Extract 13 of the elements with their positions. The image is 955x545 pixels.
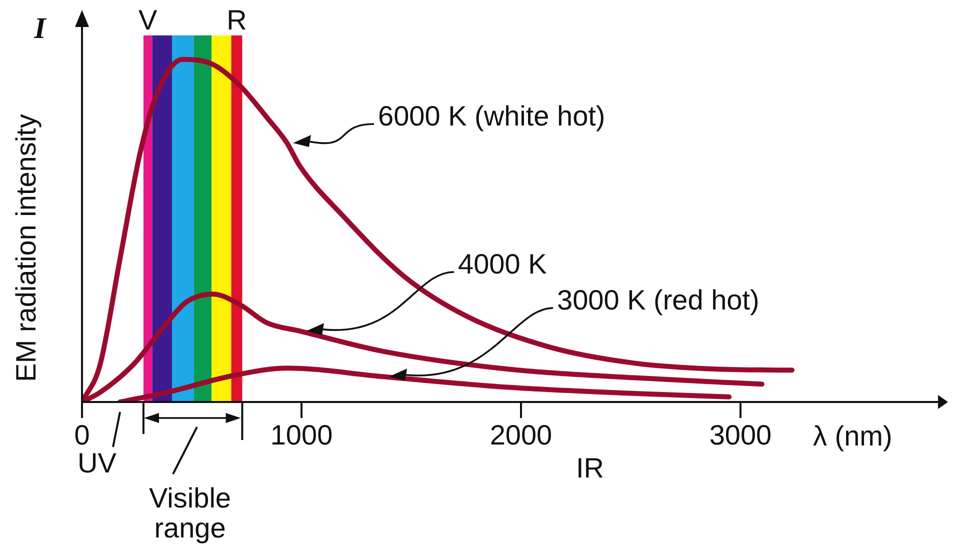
text: 3000 K (red hot) [557, 284, 760, 316]
text: I [33, 12, 48, 45]
band-label: R [226, 4, 247, 36]
x-axis-title: λ (nm) [813, 420, 892, 452]
text: Visible range [149, 482, 231, 544]
band-label: V [138, 4, 158, 36]
x-tick-label: 2000 [490, 420, 552, 451]
text: 6000 K (white hot) [378, 100, 606, 132]
x-tick-label: 1000 [270, 420, 333, 451]
text: IR [576, 452, 604, 484]
y-axis-title: EM radiation intensity [10, 114, 42, 382]
x-tick-label: 3000 [709, 420, 772, 451]
text: 4000 K [458, 248, 548, 280]
